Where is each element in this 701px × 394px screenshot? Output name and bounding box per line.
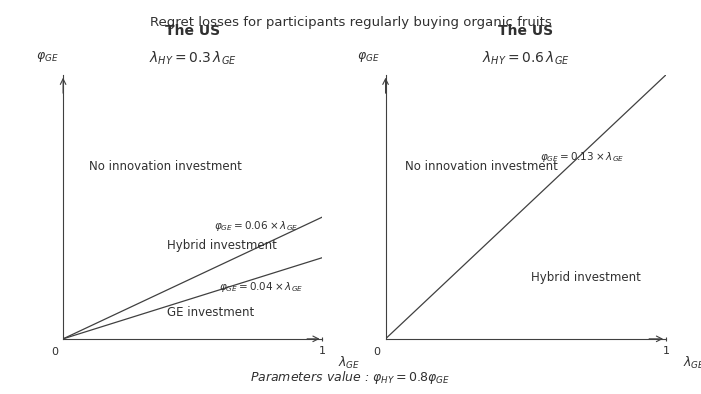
Text: $\lambda_{HY} = 0.3\, \lambda_{GE}$: $\lambda_{HY} = 0.3\, \lambda_{GE}$ (149, 50, 237, 67)
Text: $\varphi_{GE} = 0.06 \times \lambda_{GE}$: $\varphi_{GE} = 0.06 \times \lambda_{GE}… (214, 219, 298, 233)
Text: 0: 0 (373, 347, 380, 357)
Text: The US: The US (165, 24, 220, 38)
Text: No innovation investment: No innovation investment (89, 160, 242, 173)
Text: $\varphi_{GE}$: $\varphi_{GE}$ (358, 50, 380, 64)
Text: $\lambda_{HY} = 0.6\, \lambda_{GE}$: $\lambda_{HY} = 0.6\, \lambda_{GE}$ (482, 50, 570, 67)
Text: $\varphi_{GE} = 0.04 \times \lambda_{GE}$: $\varphi_{GE} = 0.04 \times \lambda_{GE}… (219, 280, 303, 294)
Text: Hybrid investment: Hybrid investment (531, 271, 641, 284)
Text: $\varphi_{GE}$: $\varphi_{GE}$ (36, 50, 59, 64)
Text: Hybrid investment: Hybrid investment (167, 239, 277, 252)
Text: No innovation investment: No innovation investment (405, 160, 558, 173)
Text: $\lambda_{GE}$: $\lambda_{GE}$ (338, 355, 360, 371)
Text: The US: The US (498, 24, 553, 38)
Text: 0: 0 (51, 347, 58, 357)
Text: GE investment: GE investment (167, 306, 254, 319)
Text: $\lambda_{GE}$: $\lambda_{GE}$ (683, 355, 701, 371)
Text: $\varphi_{GE} = 0.13 \times \lambda_{GE}$: $\varphi_{GE} = 0.13 \times \lambda_{GE}… (540, 150, 624, 164)
Text: Regret losses for participants regularly buying organic fruits: Regret losses for participants regularly… (149, 16, 552, 29)
Text: Parameters value : $\varphi_{HY} = 0.8\varphi_{GE}$: Parameters value : $\varphi_{HY} = 0.8\v… (250, 369, 451, 386)
